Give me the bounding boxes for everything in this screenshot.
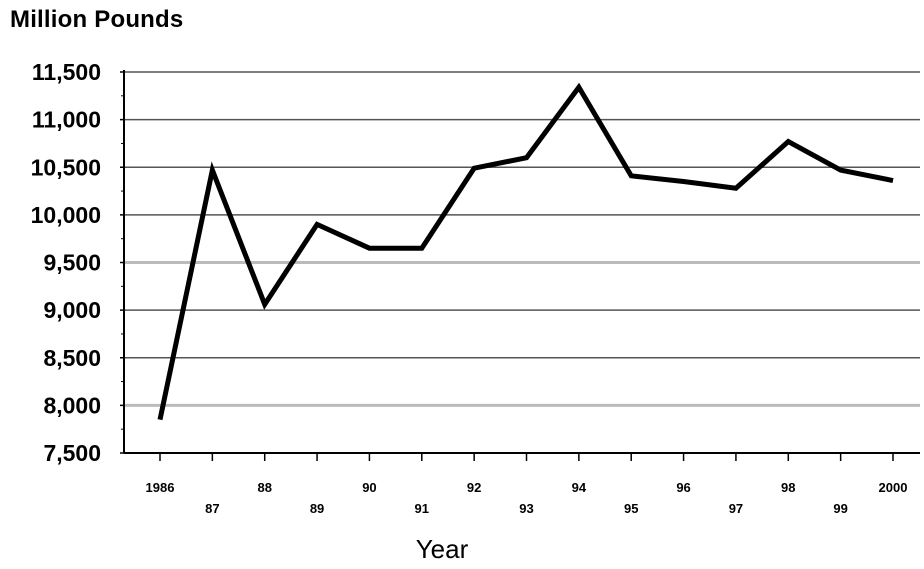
y-tick-label: 8,500 [43,345,101,371]
x-tick-label: 99 [833,501,847,516]
x-tick-label: 96 [676,480,690,495]
x-tick-label: 98 [781,480,795,495]
x-tick-label: 93 [519,501,533,516]
y-tick-label: 9,500 [43,250,101,276]
y-tick-label: 11,500 [32,59,101,85]
y-tick-label: 11,000 [32,107,101,133]
x-tick-label: 97 [729,501,743,516]
y-axis-title: Million Pounds [10,6,184,33]
x-tick-label: 2000 [879,480,908,495]
y-axis-ticks: 7,500 8,000 8,500 9,000 9,500 10,000 10,500 11,… [31,59,124,466]
x-axis-title-wrap: Year [0,534,924,565]
y-tick-label: 10,000 [31,202,101,228]
x-tick-label: 92 [467,480,481,495]
x-tick-label: 1986 [146,480,175,495]
x-tick-label: 95 [624,501,638,516]
x-tick-label: 91 [415,501,429,516]
y-tick-label: 10,500 [31,154,101,180]
x-tick-label: 89 [310,501,324,516]
x-axis-title: Year [415,534,469,564]
x-tick-label: 90 [362,480,376,495]
y-tick-label: 8,000 [43,392,101,418]
y-tick-label: 9,000 [43,297,101,323]
x-tick-label: 87 [205,501,219,516]
x-tick-label: 94 [572,480,587,495]
y-tick-label: 7,500 [43,440,101,466]
gridlines [124,71,920,407]
series-line [157,82,894,421]
axes [123,70,920,454]
x-axis-ticks: 1986 87 88 89 90 91 92 93 94 95 96 97 98 99 2000 [146,453,908,516]
x-tick-label: 88 [257,480,271,495]
data-series [157,82,894,421]
